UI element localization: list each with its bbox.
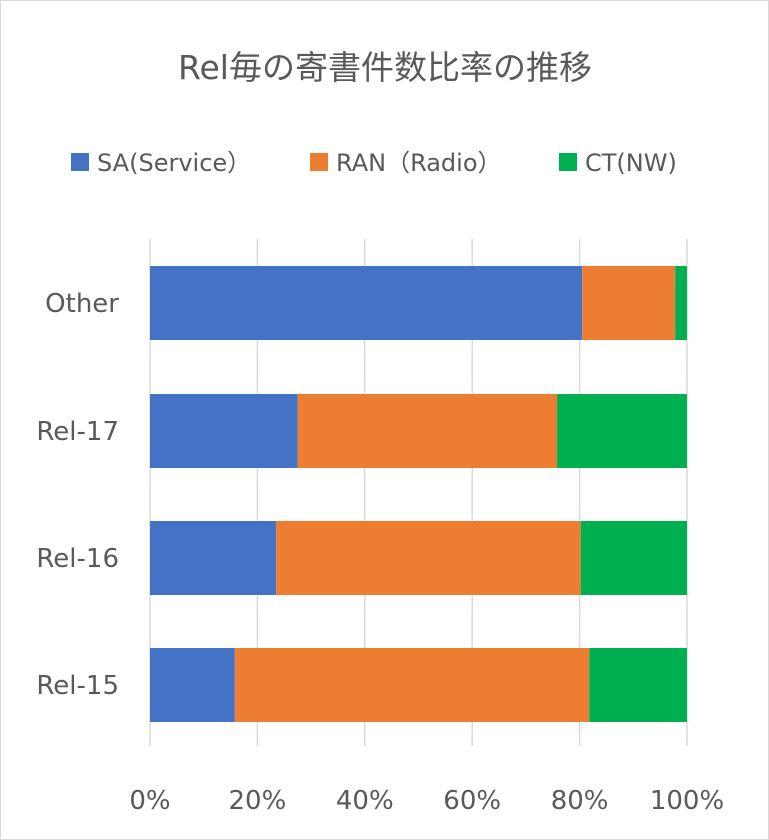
bar-rel-17-series-1	[297, 394, 558, 468]
bar-rel-15-series-0	[150, 648, 235, 722]
bar-rel-16-series-1	[276, 521, 581, 595]
bar-rel-17-series-0	[150, 394, 298, 468]
bar-rel-15-series-1	[234, 648, 590, 722]
category-label: Rel-17	[36, 417, 119, 447]
legend-label-1: RAN（Radio）	[336, 149, 502, 177]
chart-title: Rel毎の寄書件数比率の推移	[178, 48, 592, 87]
bars	[150, 266, 687, 722]
x-tick-label: 100%	[650, 786, 724, 816]
category-label: Rel-15	[36, 671, 119, 701]
bar-other-series-2	[675, 266, 687, 340]
category-label: Other	[45, 289, 119, 319]
bar-rel-17-series-2	[557, 394, 687, 468]
legend-swatch-1	[310, 153, 328, 171]
x-tick-label: 40%	[336, 786, 394, 816]
legend-swatch-0	[71, 153, 89, 171]
x-tick-label: 80%	[551, 786, 609, 816]
bar-other-series-0	[150, 266, 583, 340]
legend-label-2: CT(NW)	[585, 149, 677, 177]
legend: SA(Service） RAN（Radio） CT(NW)	[71, 149, 677, 177]
x-tick-labels: 0% 20% 40% 60% 80% 100%	[129, 786, 724, 816]
bar-other-series-1	[582, 266, 676, 340]
x-tick-label: 0%	[129, 786, 170, 816]
legend-label-0: SA(Service）	[97, 149, 251, 177]
category-labels: Other Rel-17 Rel-16 Rel-15	[36, 289, 119, 701]
x-tick-label: 60%	[443, 786, 501, 816]
category-label: Rel-16	[36, 544, 119, 574]
legend-swatch-2	[559, 153, 577, 171]
bar-rel-16-series-0	[150, 521, 277, 595]
bar-rel-16-series-2	[580, 521, 687, 595]
bar-rel-15-series-2	[589, 648, 687, 722]
x-tick-label: 20%	[229, 786, 287, 816]
